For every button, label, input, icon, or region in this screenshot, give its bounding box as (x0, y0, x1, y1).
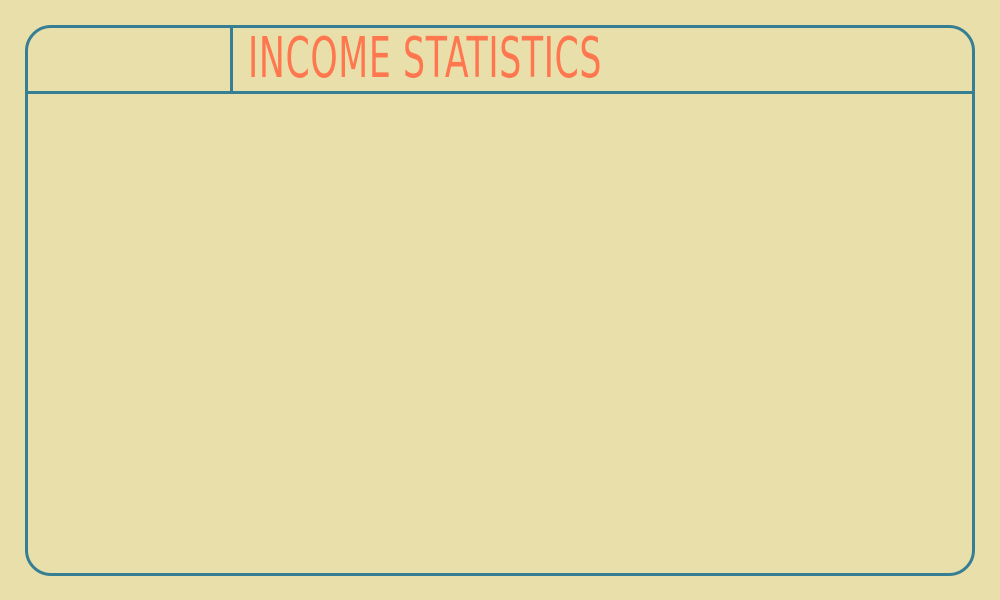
panel-header: INCOME STATISTICS (28, 28, 972, 94)
page-title: INCOME STATISTICS (248, 26, 603, 91)
header-left-cell (28, 28, 233, 91)
panel-content-area (28, 94, 972, 573)
main-panel: INCOME STATISTICS (25, 25, 975, 576)
